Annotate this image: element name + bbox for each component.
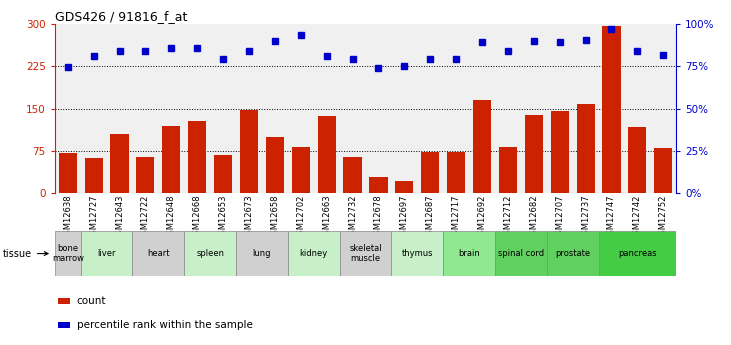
Bar xyxy=(473,100,491,193)
Text: tissue: tissue xyxy=(3,249,48,258)
Bar xyxy=(317,116,336,193)
Text: percentile rank within the sample: percentile rank within the sample xyxy=(77,320,252,330)
Bar xyxy=(340,231,391,276)
Bar xyxy=(80,231,132,276)
Bar xyxy=(599,231,676,276)
Bar xyxy=(184,231,236,276)
Text: heart: heart xyxy=(147,249,170,258)
Text: bone
marrow: bone marrow xyxy=(52,244,84,263)
Bar xyxy=(547,231,599,276)
Bar xyxy=(628,127,646,193)
Bar xyxy=(55,231,80,276)
Text: count: count xyxy=(77,296,106,306)
Bar xyxy=(447,152,465,193)
Bar xyxy=(236,231,288,276)
Bar xyxy=(550,111,569,193)
Bar xyxy=(525,116,543,193)
Bar xyxy=(132,231,184,276)
Bar xyxy=(58,298,70,304)
Bar xyxy=(266,137,284,193)
Text: GDS426 / 91816_f_at: GDS426 / 91816_f_at xyxy=(55,10,187,23)
Bar xyxy=(110,134,129,193)
Bar xyxy=(58,322,70,328)
Text: pancreas: pancreas xyxy=(618,249,656,258)
Bar xyxy=(443,231,495,276)
Text: kidney: kidney xyxy=(300,249,327,258)
Text: lung: lung xyxy=(253,249,271,258)
Bar xyxy=(240,110,258,193)
Bar xyxy=(58,152,77,193)
Bar xyxy=(391,231,443,276)
Bar xyxy=(288,231,340,276)
Bar xyxy=(85,158,103,193)
Bar xyxy=(602,27,621,193)
Text: thymus: thymus xyxy=(401,249,433,258)
Bar xyxy=(577,104,594,193)
Bar xyxy=(499,147,517,193)
Bar xyxy=(162,126,181,193)
Text: skeletal
muscle: skeletal muscle xyxy=(349,244,382,263)
Bar xyxy=(214,155,232,193)
Text: brain: brain xyxy=(458,249,480,258)
Text: prostate: prostate xyxy=(555,249,590,258)
Bar xyxy=(188,121,206,193)
Bar xyxy=(369,177,387,193)
Bar xyxy=(654,148,673,193)
Bar xyxy=(137,157,154,193)
Text: liver: liver xyxy=(97,249,115,258)
Bar xyxy=(421,152,439,193)
Bar xyxy=(395,181,414,193)
Text: spinal cord: spinal cord xyxy=(498,249,544,258)
Bar xyxy=(292,147,310,193)
Text: spleen: spleen xyxy=(196,249,224,258)
Bar xyxy=(344,157,362,193)
Bar xyxy=(495,231,547,276)
